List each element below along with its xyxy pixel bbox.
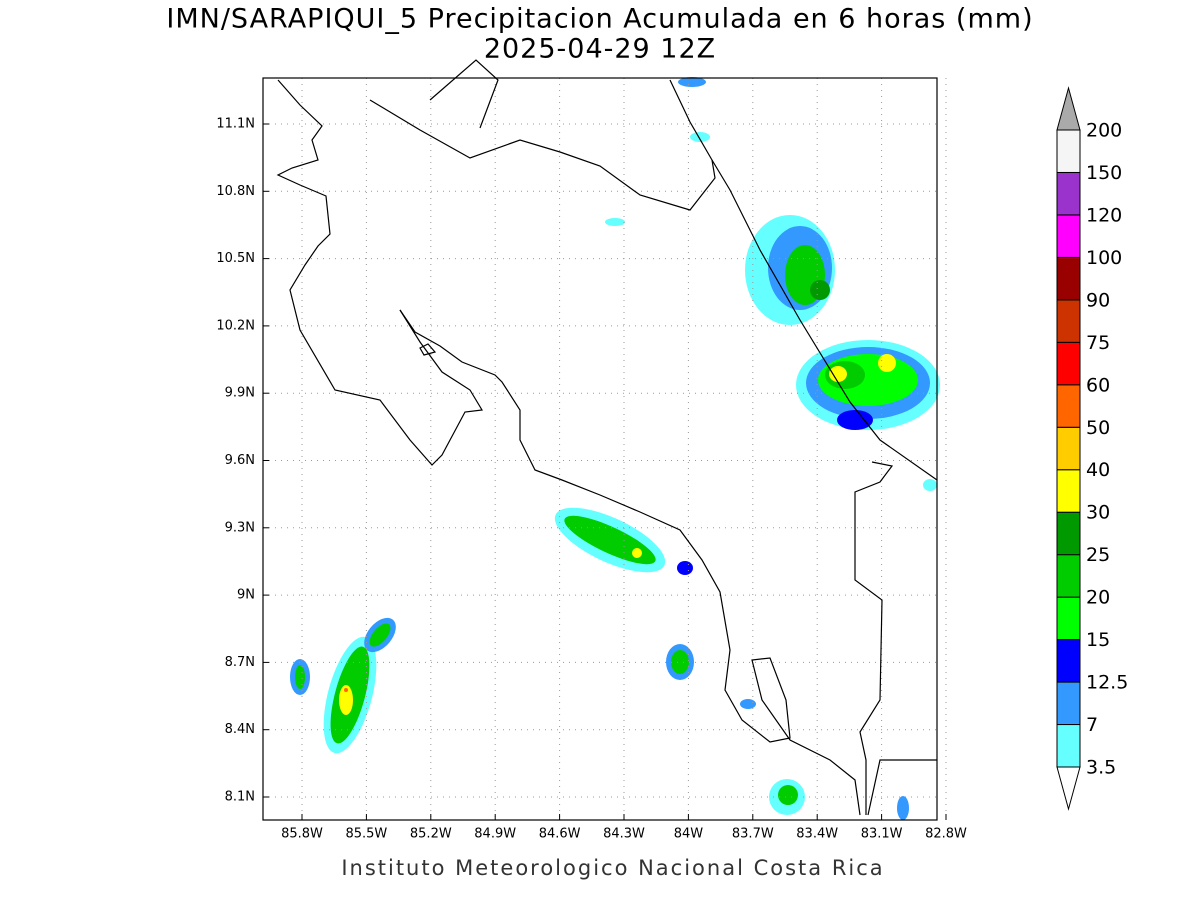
colorbar-label: 50 <box>1086 417 1110 439</box>
colorbar-label: 60 <box>1086 374 1110 396</box>
lat-label: 11.1N <box>216 117 255 132</box>
coastline <box>276 59 938 816</box>
colorbar-box <box>1056 299 1081 343</box>
lat-label: 9.6N <box>225 453 255 468</box>
lon-label: 85.5W <box>345 827 387 842</box>
colorbar-label: 25 <box>1086 544 1110 566</box>
colorbar-label: 12.5 <box>1086 672 1128 694</box>
colorbar-box <box>1056 129 1081 173</box>
lat-label: 9.3N <box>225 520 255 535</box>
colorbar-box <box>1056 511 1081 556</box>
colorbar-over <box>1056 86 1081 131</box>
axis-ticks: 85.8W 85.5W 85.2W 84.9W 84.6W 84.3W 84W 83.7W 83… <box>216 117 967 842</box>
lon-label: 84W <box>674 827 704 842</box>
colorbar-box <box>1056 639 1081 683</box>
map-subtitle: 2025-04-29 12Z <box>484 34 716 65</box>
colorbar-label: 30 <box>1086 502 1110 524</box>
colorbar-label: 40 <box>1086 459 1110 481</box>
colorbar-box <box>1056 724 1081 768</box>
colorbar-label: 75 <box>1086 332 1110 354</box>
lat-label: 10.5N <box>216 251 255 266</box>
colorbar-box <box>1056 384 1081 428</box>
lat-label: 8.1N <box>225 790 255 805</box>
lat-label: 8.4N <box>225 722 255 737</box>
lat-label: 9.9N <box>225 386 255 401</box>
colorbar-label: 15 <box>1086 629 1110 651</box>
lon-label: 82.8W <box>925 827 967 842</box>
graticule <box>263 78 947 820</box>
colorbar-box <box>1056 596 1081 641</box>
colorbar-box <box>1056 256 1081 301</box>
map-title: IMN/SARAPIQUI_5 Precipitacion Acumulada … <box>166 4 1033 35</box>
map-frame <box>262 77 938 821</box>
lon-label: 84.3W <box>603 827 645 842</box>
lon-label: 83.7W <box>732 827 774 842</box>
colorbar-box <box>1056 554 1081 598</box>
lat-label: 8.7N <box>225 655 255 670</box>
colorbar-under <box>1056 766 1081 811</box>
lat-label: 10.8N <box>216 184 255 199</box>
lat-label: 10.2N <box>216 318 255 333</box>
colorbar-box <box>1056 469 1081 513</box>
lon-label: 84.6W <box>539 827 581 842</box>
colorbar-label: 7 <box>1086 714 1098 736</box>
precipitation-field <box>290 77 940 820</box>
colorbar-label: 3.5 <box>1086 757 1116 779</box>
colorbar-label: 90 <box>1086 289 1110 311</box>
colorbar-box <box>1056 426 1081 471</box>
colorbar-label: 200 <box>1086 120 1122 142</box>
lon-label: 83.4W <box>796 827 838 842</box>
colorbar-box <box>1056 171 1081 216</box>
colorbar-label: 150 <box>1086 162 1122 184</box>
lon-label: 85.2W <box>410 827 452 842</box>
lon-label: 83.1W <box>861 827 903 842</box>
colorbar-label: 120 <box>1086 204 1122 226</box>
colorbar-label: 100 <box>1086 247 1122 269</box>
lon-label: 85.8W <box>281 827 323 842</box>
footer: Instituto Meteorologico Nacional Costa R… <box>341 856 884 880</box>
colorbar: 3.5 7 12.5 15 20 25 30 40 50 60 75 90 100 120 150 200 <box>1056 86 1128 811</box>
colorbar-box <box>1056 681 1081 726</box>
colorbar-label: 20 <box>1086 587 1110 609</box>
lon-label: 84.9W <box>474 827 516 842</box>
colorbar-box <box>1056 341 1081 386</box>
colorbar-box <box>1056 214 1081 258</box>
lat-label: 9N <box>237 588 255 603</box>
